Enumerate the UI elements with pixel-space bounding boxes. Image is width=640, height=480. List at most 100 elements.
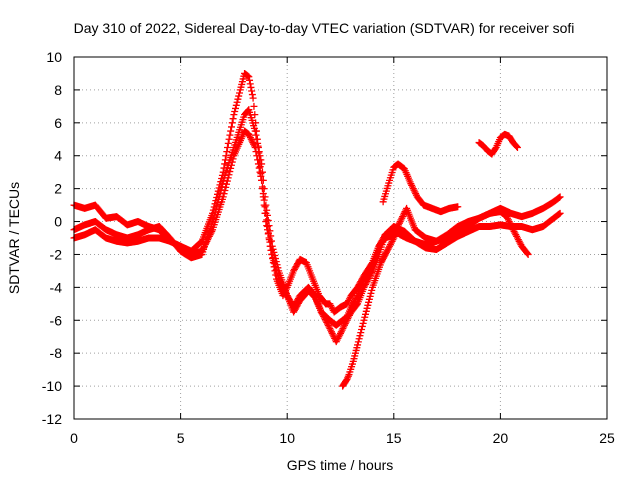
data-point xyxy=(245,130,253,138)
data-point xyxy=(258,176,266,184)
data-point xyxy=(398,214,406,222)
data-point xyxy=(412,190,420,198)
y-tick-label: 4 xyxy=(54,148,62,164)
x-tick-label: 0 xyxy=(70,430,78,446)
data-point xyxy=(363,269,371,277)
data-point xyxy=(234,95,242,103)
data-point xyxy=(344,374,352,382)
y-axis-ticks: -12 -10 -8 -6 -4 -2 0 2 4 6 8 10 xyxy=(42,49,607,427)
data-point xyxy=(204,236,212,244)
data-point xyxy=(407,180,415,188)
data-point xyxy=(504,214,512,222)
data-point xyxy=(278,281,286,289)
data-point xyxy=(226,131,234,139)
data-point xyxy=(366,292,374,300)
data-point xyxy=(393,227,401,235)
data-point xyxy=(271,260,279,268)
data-point xyxy=(397,216,405,224)
data-point xyxy=(206,231,214,239)
data-point xyxy=(281,287,289,295)
gridlines xyxy=(74,57,607,419)
data-point xyxy=(228,123,236,131)
data-point xyxy=(249,94,257,102)
data-point xyxy=(364,268,372,276)
data-point xyxy=(251,144,259,151)
data-point xyxy=(273,269,281,277)
data-point xyxy=(275,275,283,283)
data-point xyxy=(327,328,335,336)
data-point xyxy=(235,89,243,97)
data-point xyxy=(228,158,236,166)
data-point xyxy=(523,249,531,257)
data-point xyxy=(199,246,207,254)
data-point xyxy=(279,284,287,292)
data-point xyxy=(228,119,236,127)
x-tick-label: 10 xyxy=(279,430,295,446)
data-point xyxy=(263,226,271,234)
data-point xyxy=(362,307,370,315)
data-point xyxy=(337,329,344,337)
x-axis-ticks: 0 5 10 15 20 25 xyxy=(70,57,615,446)
data-point xyxy=(261,209,269,217)
data-point xyxy=(258,185,266,193)
data-point xyxy=(556,209,564,217)
data-point xyxy=(344,372,352,380)
plot-points xyxy=(70,69,564,390)
data-point xyxy=(408,181,416,189)
data-point xyxy=(408,183,416,191)
data-point xyxy=(224,144,232,151)
data-point xyxy=(263,206,271,214)
data-point xyxy=(263,222,271,230)
data-point xyxy=(354,341,362,349)
data-point xyxy=(409,185,417,193)
data-point xyxy=(328,329,336,337)
data-point xyxy=(264,230,272,238)
data-point xyxy=(508,224,516,232)
data-point xyxy=(364,301,372,309)
data-point xyxy=(513,143,521,151)
data-point xyxy=(362,310,370,318)
data-point xyxy=(275,277,283,285)
series-track-f xyxy=(475,130,521,158)
data-point xyxy=(504,216,512,224)
data-point xyxy=(250,140,258,148)
data-point xyxy=(223,148,231,156)
data-point xyxy=(356,332,364,340)
y-axis-label: SDTVAR / TECUs xyxy=(6,182,22,294)
data-point xyxy=(363,304,371,312)
data-point xyxy=(326,325,334,332)
data-point xyxy=(513,144,521,151)
data-point xyxy=(246,80,254,88)
data-point xyxy=(224,174,232,182)
series-track-e xyxy=(379,160,462,216)
data-point xyxy=(270,257,278,265)
data-point xyxy=(395,219,403,227)
data-point xyxy=(357,329,365,337)
data-point xyxy=(246,132,254,140)
data-point xyxy=(272,266,280,274)
plot-frame xyxy=(73,56,608,420)
data-point xyxy=(200,242,208,250)
data-point xyxy=(260,201,268,209)
data-point xyxy=(411,188,419,196)
data-point xyxy=(233,98,241,106)
data-point xyxy=(223,180,231,188)
data-point xyxy=(394,226,402,234)
data-point xyxy=(410,186,418,194)
data-point xyxy=(324,320,332,328)
data-point xyxy=(221,160,229,168)
data-point xyxy=(399,213,407,221)
data-point xyxy=(250,142,258,150)
data-point xyxy=(365,295,373,303)
y-tick-label: -6 xyxy=(50,312,63,328)
data-point xyxy=(381,251,389,259)
data-point xyxy=(280,286,288,294)
data-point xyxy=(556,193,564,201)
data-point xyxy=(380,253,388,261)
data-point xyxy=(361,313,369,321)
y-tick-label: 2 xyxy=(54,181,62,197)
data-point xyxy=(201,241,209,249)
data-point xyxy=(259,193,267,201)
data-point xyxy=(231,104,239,112)
data-point xyxy=(246,76,254,84)
